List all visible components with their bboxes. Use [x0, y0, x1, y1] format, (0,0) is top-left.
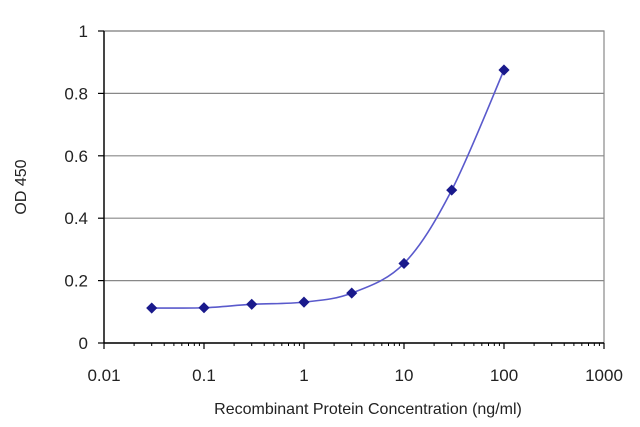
x-axis-label: Recombinant Protein Concentration (ng/ml… [214, 401, 522, 418]
y-tick-label: 0.2 [64, 272, 88, 291]
x-tick-label: 100 [490, 366, 518, 385]
x-tick-label: 0.01 [87, 366, 120, 385]
data-point [346, 287, 358, 299]
data-point [446, 184, 458, 196]
y-tick-label: 0 [79, 334, 88, 353]
data-point [298, 296, 310, 308]
gridlines [104, 30, 604, 282]
x-tick-label: 10 [395, 366, 414, 385]
data-point [198, 302, 210, 314]
y-tick-label: 0.8 [64, 84, 88, 103]
y-tick-label: 1 [79, 22, 88, 41]
data-point [246, 298, 258, 310]
x-tick-labels: 0.01 0.1 1 10 100 1000 [87, 366, 622, 385]
axes [98, 30, 605, 349]
y-tick-label: 0.6 [64, 147, 88, 166]
x-tick-label: 1000 [585, 366, 623, 385]
data-point [146, 302, 158, 314]
x-tick-label: 0.1 [192, 366, 216, 385]
data-point [398, 257, 410, 270]
y-tick-labels: 0 0.2 0.4 0.6 0.8 1 [64, 22, 88, 353]
y-tick-label: 0.4 [64, 209, 88, 228]
x-tick-label: 1 [299, 366, 308, 385]
y-axis-label: OD 450 [13, 159, 30, 214]
series-layer [146, 64, 510, 314]
data-point [498, 64, 510, 76]
